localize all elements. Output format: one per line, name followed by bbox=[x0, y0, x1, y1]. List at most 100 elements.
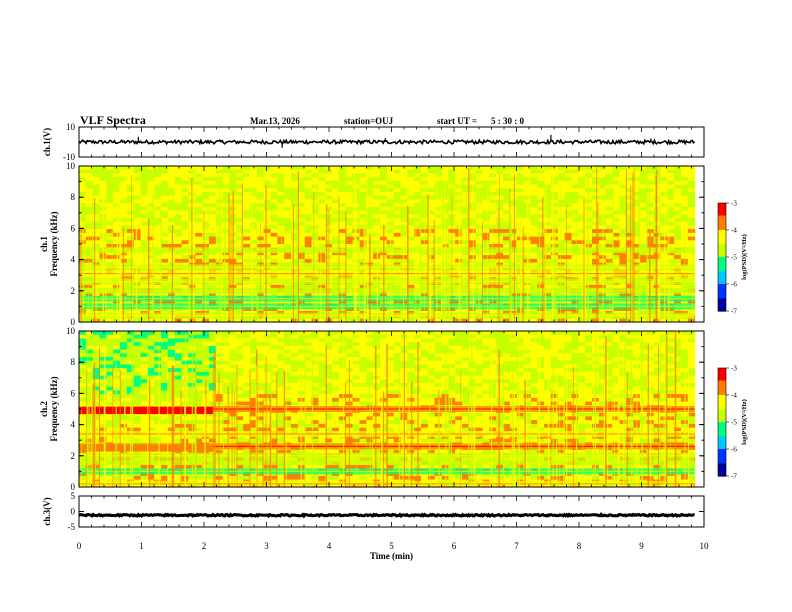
spectrogram-cell bbox=[557, 188, 566, 193]
spectrogram-cell bbox=[113, 397, 121, 403]
spectrogram-cell bbox=[79, 338, 87, 343]
spectrogram-cell bbox=[174, 416, 183, 421]
spectrogram-cell bbox=[660, 221, 668, 226]
spectrogram-cell bbox=[147, 390, 155, 395]
spectrogram-cell bbox=[106, 255, 114, 260]
spectrogram-cell bbox=[92, 386, 101, 391]
spectrogram-cell bbox=[544, 236, 552, 241]
spectrogram-cell bbox=[503, 210, 511, 215]
spectrogram-cell bbox=[195, 236, 203, 241]
spectrogram-cell bbox=[318, 206, 326, 212]
spectrogram-cell bbox=[174, 397, 183, 403]
spectrogram-cell bbox=[380, 206, 388, 212]
spectrogram-cell bbox=[434, 292, 443, 297]
spectrogram-cell bbox=[366, 169, 374, 174]
spectrogram-cell bbox=[167, 203, 176, 208]
spectrogram-cell bbox=[544, 206, 552, 212]
spectrogram-cell bbox=[161, 206, 169, 212]
spectrogram-cell bbox=[120, 364, 128, 369]
spectrogram-cell bbox=[592, 318, 600, 323]
spectrogram-cell bbox=[338, 221, 347, 226]
spectrogram-cell bbox=[687, 203, 696, 208]
spectrogram-cell bbox=[318, 240, 326, 245]
spectrogram-cell bbox=[263, 236, 272, 241]
colorbar-step bbox=[718, 206, 726, 209]
spectrogram-cell bbox=[345, 240, 354, 245]
spectrogram-cell bbox=[113, 423, 121, 429]
spectrogram-cell bbox=[79, 177, 87, 182]
spectrogram-cell bbox=[660, 195, 668, 200]
spectrogram-cell bbox=[687, 169, 696, 174]
spectrogram-cell bbox=[414, 184, 422, 189]
spectrogram-cell bbox=[120, 357, 128, 362]
spectrogram-cell bbox=[195, 203, 203, 208]
spectrogram-cell bbox=[209, 464, 217, 469]
spectrogram-cell bbox=[633, 221, 641, 226]
spectrogram-cell bbox=[400, 236, 408, 241]
spectrogram-cell bbox=[509, 218, 518, 223]
spectrogram-cell bbox=[592, 244, 600, 249]
spectrogram-cell bbox=[147, 423, 155, 429]
spectrogram-cell bbox=[99, 334, 107, 339]
spectrogram-cell bbox=[674, 221, 682, 226]
spectrogram-cell bbox=[243, 221, 251, 226]
spectrogram-cell bbox=[421, 192, 429, 197]
spectrogram-cell bbox=[407, 173, 415, 178]
spectrogram-cell bbox=[462, 225, 470, 230]
spectrogram-cell bbox=[482, 221, 490, 226]
spectrogram-cell bbox=[222, 357, 230, 362]
spectrogram-cell bbox=[181, 258, 189, 264]
spectrogram-cell bbox=[243, 166, 251, 171]
spectrogram-cell bbox=[174, 173, 183, 178]
spectrogram-cell bbox=[509, 240, 518, 245]
spectrogram-cell bbox=[195, 449, 203, 455]
spectrogram-cell bbox=[332, 166, 340, 171]
spectrogram-cell bbox=[509, 203, 518, 208]
spectrogram-cell bbox=[106, 416, 114, 421]
spectrogram-cell bbox=[537, 240, 545, 245]
spectrogram-cell bbox=[126, 199, 135, 204]
spectrogram-cell bbox=[489, 229, 497, 234]
spectrogram-cell bbox=[79, 475, 87, 481]
spectrogram-cell bbox=[215, 353, 224, 358]
spectrogram-cell bbox=[400, 258, 408, 264]
spectrogram-cell bbox=[544, 188, 552, 193]
colorbar-step bbox=[718, 215, 726, 218]
spectrogram-cell bbox=[564, 192, 573, 197]
spectrogram-cell bbox=[667, 173, 675, 178]
spectrogram-cell bbox=[667, 192, 675, 197]
spectrogram-cell bbox=[174, 475, 183, 481]
spectrogram-cell bbox=[250, 229, 258, 234]
spectrogram-cell bbox=[250, 203, 258, 208]
spectrogram-cell bbox=[167, 251, 176, 256]
spectrogram-cell bbox=[174, 427, 183, 432]
spectrogram-cell bbox=[250, 192, 258, 197]
spectrogram-cell bbox=[174, 360, 183, 365]
spectrogram-cell bbox=[653, 255, 661, 260]
spectrogram-cell bbox=[106, 240, 114, 245]
colorbar-step bbox=[718, 262, 726, 265]
spectrogram-cell bbox=[489, 284, 497, 290]
spectrogram-cell bbox=[537, 299, 545, 304]
spectrogram-cell bbox=[414, 180, 422, 186]
spectrogram-cell bbox=[544, 210, 552, 215]
spectrogram-cell bbox=[619, 195, 627, 200]
spectrogram-cell bbox=[133, 173, 142, 178]
spectrogram-cell bbox=[126, 364, 135, 369]
spectrogram-cell bbox=[482, 225, 490, 230]
spectrogram-cell bbox=[359, 225, 367, 230]
spectrogram-cell bbox=[174, 331, 183, 336]
spectrogram-cell bbox=[161, 199, 169, 204]
spectrogram-cell bbox=[181, 251, 189, 256]
spectrogram-cell bbox=[195, 299, 203, 304]
spectrogram-cell bbox=[612, 225, 620, 230]
spectrogram-cell bbox=[530, 206, 538, 212]
colorbar-step bbox=[718, 217, 726, 220]
spectrogram-cell bbox=[592, 214, 600, 219]
spectrogram-cell bbox=[626, 318, 634, 323]
spectrogram-cell bbox=[297, 244, 306, 249]
spectrogram-cell bbox=[585, 232, 593, 238]
spectrogram-cell bbox=[359, 180, 367, 186]
spectrogram-cell bbox=[421, 221, 429, 226]
spectrogram-cell bbox=[167, 221, 176, 226]
